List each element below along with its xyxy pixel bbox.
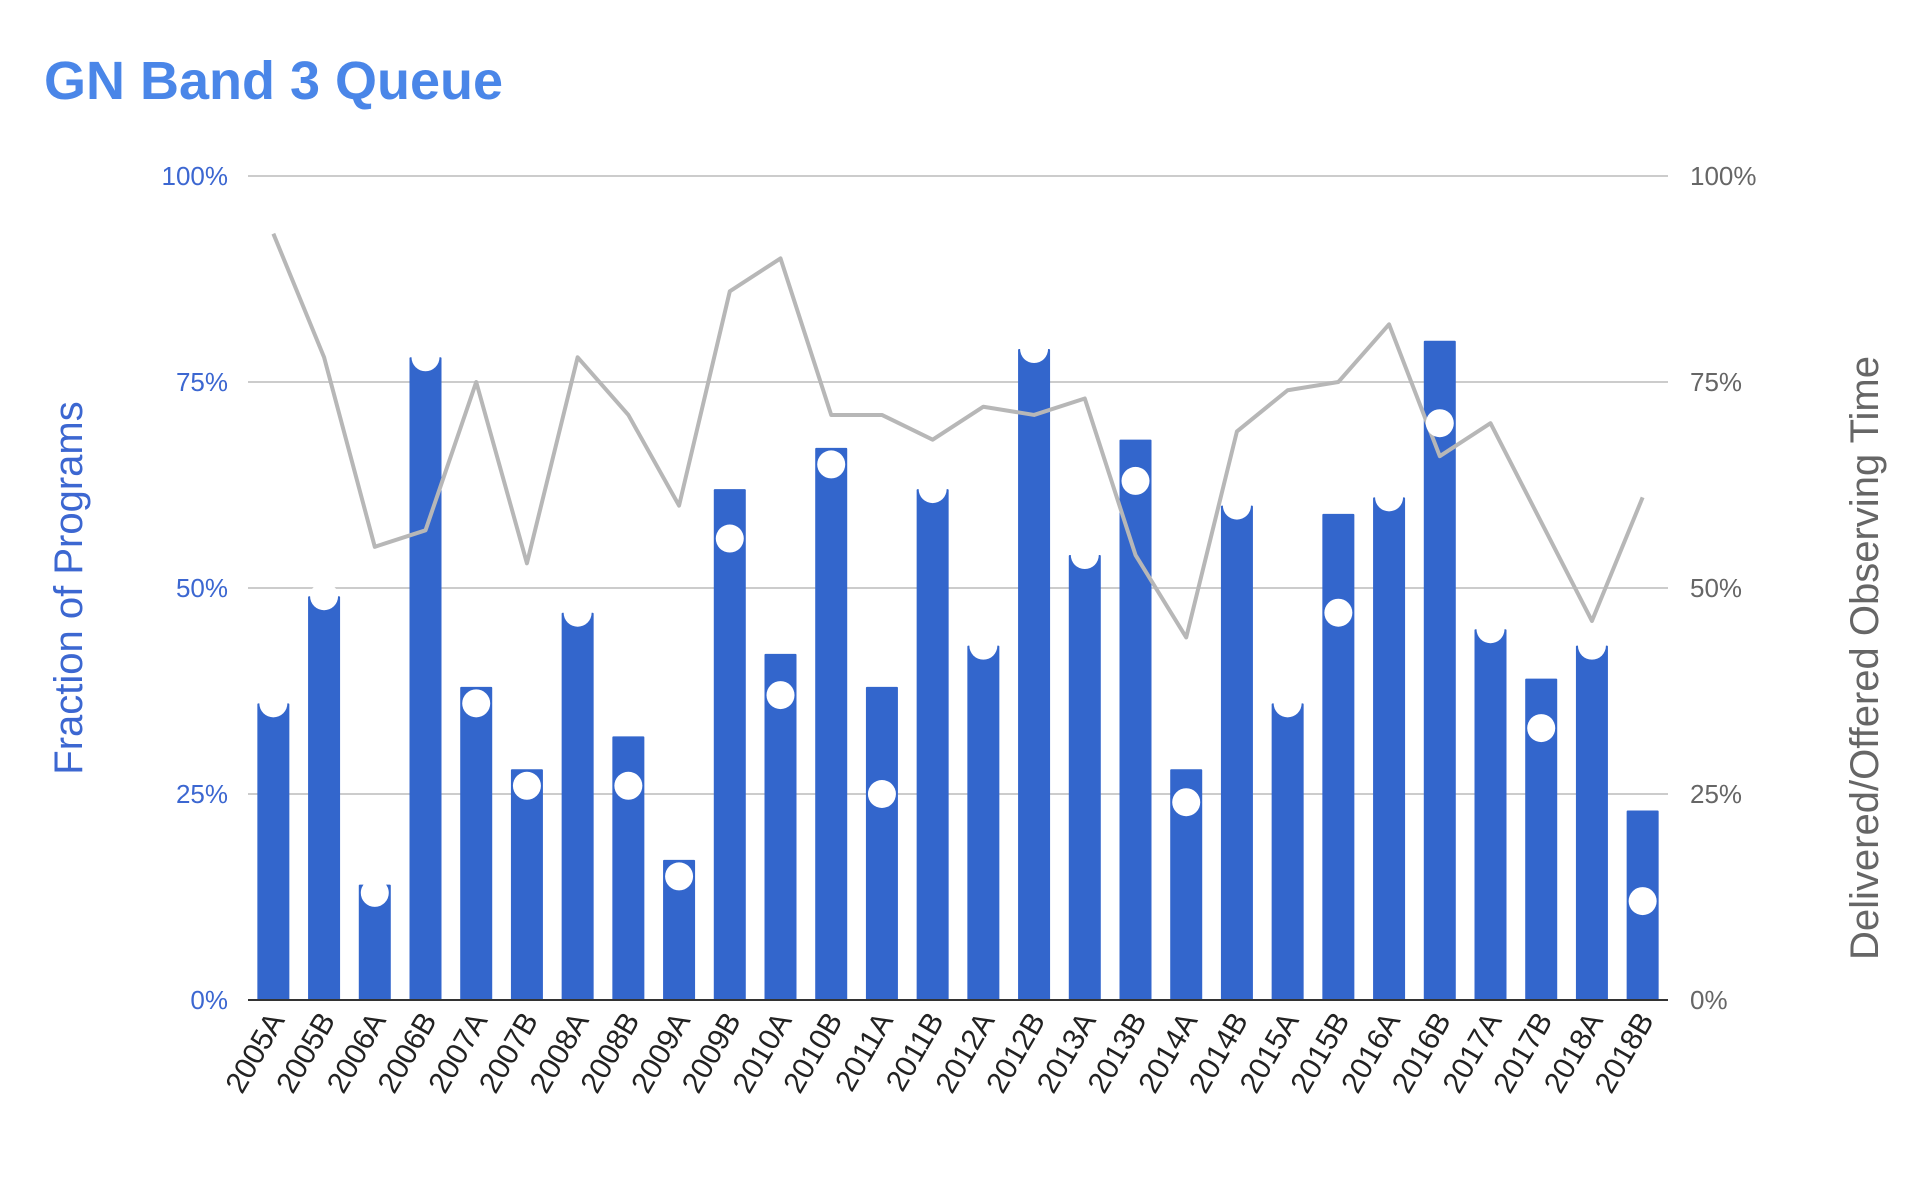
bar [1322,513,1355,1000]
dot-point [462,689,491,718]
y2-axis-label: Delivered/Offered Observing Time [1843,356,1887,960]
bar [663,859,696,1000]
dot-point [1121,466,1150,495]
bars [257,340,1659,1000]
bar [612,736,645,1000]
line-series-path [271,232,1645,640]
dot-point [1324,598,1353,627]
line-series [271,232,1645,640]
y2-tick-label: 100% [1690,161,1757,191]
dot-point [969,631,998,660]
bar [1423,340,1456,1000]
dot-point [867,780,896,808]
dot-point [1222,491,1251,520]
dot-point [360,878,389,907]
bar [1170,769,1203,1000]
dot-point [918,475,947,504]
axes: 0%25%50%75%100%0%25%50%75%100%2005A2005B… [162,161,1757,1099]
dot-point [1020,335,1049,364]
bar [815,447,848,1000]
bar [1220,505,1253,1000]
bar [1018,349,1051,1000]
dot-point [411,343,440,372]
bar [1474,629,1507,1000]
y-tick-label: 75% [176,367,228,397]
dot-point [1375,483,1404,512]
bar [967,645,1000,1000]
chart-title: GN Band 3 Queue [44,51,504,111]
dot-point [614,771,643,800]
bar [308,596,341,1000]
bar [1373,497,1406,1000]
dot-point [1577,631,1606,660]
dot-point [563,598,592,627]
bar [764,653,797,1000]
y-tick-label: 25% [176,779,228,809]
dot-point [1070,541,1099,570]
bar [1271,703,1304,1000]
dot-series [259,335,1657,916]
dot-point [1476,615,1505,644]
y2-tick-label: 0% [1690,985,1728,1015]
bar [1068,555,1101,1000]
bar [409,357,442,1000]
dot-point [1628,887,1657,916]
bar [916,489,949,1000]
bar [1525,678,1558,1000]
y2-tick-label: 75% [1690,367,1742,397]
y-tick-label: 0% [190,985,228,1015]
y2-tick-label: 50% [1690,573,1742,603]
dot-point [1172,788,1201,817]
bar [865,686,898,1000]
dot-point [766,681,795,710]
y-axis-label: Fraction of Programs [47,401,91,774]
dot-point [1527,714,1556,743]
bar [510,769,543,1000]
dot-point [259,689,288,718]
bar [713,489,746,1000]
bar [1119,439,1152,1000]
dot-point [1273,689,1302,718]
dot-point [310,582,339,611]
bar [358,884,391,1000]
dot-point [512,771,541,800]
y2-tick-label: 25% [1690,779,1742,809]
dot-point [715,524,744,553]
y-tick-label: 100% [162,161,229,191]
y-tick-label: 50% [176,573,228,603]
bar [1575,645,1608,1000]
bar [561,612,594,1000]
dot-point [817,450,846,479]
dot-point [665,862,694,891]
dot-point [1425,409,1454,438]
bar [257,703,290,1000]
bar [460,686,493,1000]
